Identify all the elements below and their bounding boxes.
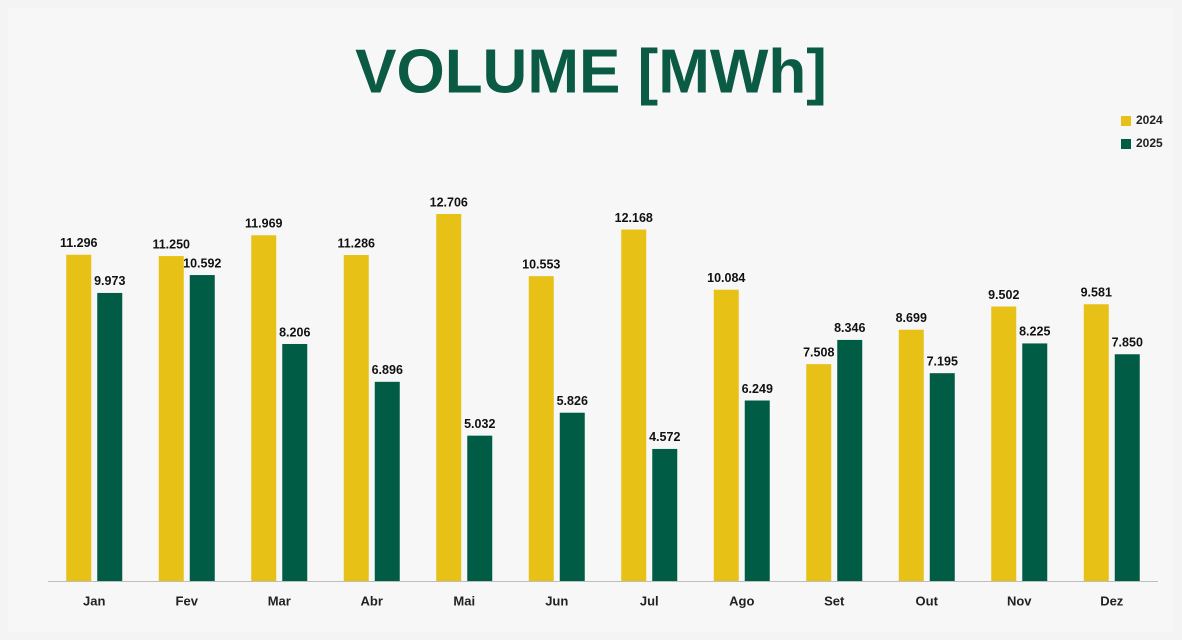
legend-swatch [1121,116,1131,126]
x-tick-label: Nov [1007,593,1032,608]
value-label: 4.572 [649,430,680,444]
value-label: 8.225 [1019,325,1050,339]
bar [66,254,92,581]
bar [158,256,184,581]
bar [744,400,770,581]
value-label: 11.296 [60,236,98,250]
x-tick-label: Out [916,593,939,608]
bar [621,229,647,581]
value-label: 7.850 [1112,336,1143,350]
value-label: 10.592 [183,256,221,270]
value-label: 6.249 [742,382,773,396]
bar [436,214,462,581]
x-tick-label: Ago [729,593,754,608]
value-label: 6.896 [372,363,403,377]
chart-title: VOLUME [MWh] [355,37,827,106]
bar [282,343,308,581]
x-tick-label: Abr [361,593,383,608]
value-label: 9.973 [94,274,125,288]
bar [1083,304,1109,581]
x-tick-label: Mai [453,593,475,608]
legend-swatch [1121,139,1131,149]
x-tick-label: Jul [640,593,659,608]
value-label: 9.581 [1081,286,1112,300]
bar [374,381,400,581]
value-label: 10.084 [707,271,745,285]
bar [837,339,863,581]
value-label: 12.706 [430,195,468,209]
value-label: 8.206 [279,325,310,339]
bar [806,364,832,581]
value-label: 7.508 [803,345,834,359]
x-tick-label: Jan [83,593,105,608]
bar [898,329,924,581]
value-label: 9.502 [988,288,1019,302]
x-tick-label: Dez [1100,593,1124,608]
bar [652,448,678,581]
legend-label: 2024 [1136,113,1163,127]
bar [343,255,369,582]
x-tick-label: Fev [176,593,199,608]
legend-label: 2025 [1136,136,1163,150]
x-tick-label: Jun [545,593,568,608]
x-tick-label: Mar [268,593,291,608]
bar [467,435,493,581]
bar [528,276,554,581]
value-label: 7.195 [927,354,958,368]
value-label: 8.346 [834,321,865,335]
value-label: 10.553 [522,257,560,271]
bar [929,373,955,581]
bar [991,306,1017,581]
bar [189,275,215,581]
bar [713,289,739,581]
value-label: 12.168 [615,211,653,225]
value-label: 5.032 [464,417,495,431]
bar [251,235,277,581]
value-label: 11.969 [245,217,283,231]
bar [559,412,585,581]
value-label: 8.699 [896,311,927,325]
x-tick-label: Set [824,593,845,608]
value-label: 11.286 [337,236,375,250]
bar [97,292,123,581]
bar [1114,354,1140,581]
bar [1022,343,1048,581]
value-label: 11.250 [152,237,190,251]
value-label: 5.826 [557,394,588,408]
